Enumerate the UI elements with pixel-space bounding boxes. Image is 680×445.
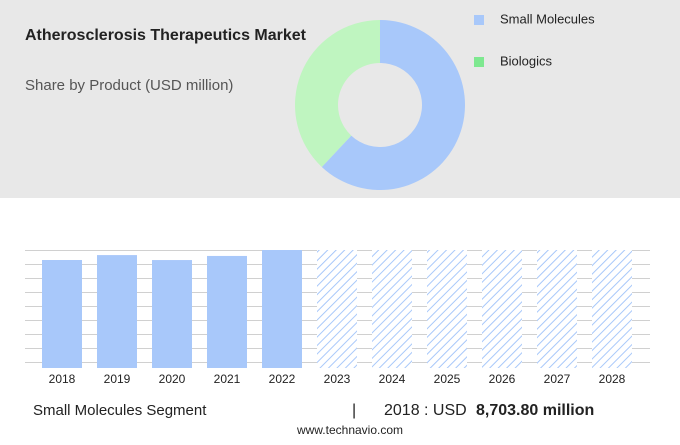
bar xyxy=(262,250,302,368)
pie-slice xyxy=(295,20,380,167)
pie-slice xyxy=(321,20,466,190)
x-tick-label: 2027 xyxy=(544,372,571,386)
forecast-bar xyxy=(427,250,467,368)
x-tick-label: 2019 xyxy=(104,372,131,386)
bar xyxy=(42,260,82,368)
x-tick-label: 2028 xyxy=(599,372,626,386)
x-tick-label: 2026 xyxy=(489,372,516,386)
forecast-bar xyxy=(482,250,522,368)
legend-swatch xyxy=(474,15,484,25)
legend-label: Small Molecules xyxy=(500,11,595,26)
footer-source: www.technavio.com xyxy=(296,423,403,437)
x-tick-label: 2022 xyxy=(269,372,296,386)
footer-value: 8,703.80 million xyxy=(476,402,594,419)
x-tick-label: 2023 xyxy=(324,372,351,386)
forecast-bar xyxy=(372,250,412,368)
bar xyxy=(152,260,192,368)
bar xyxy=(207,255,247,368)
forecast-bar xyxy=(537,250,577,368)
x-tick-label: 2020 xyxy=(159,372,186,386)
footer-segment: Small Molecules Segment xyxy=(33,402,207,419)
chart-subtitle: Share by Product (USD million) xyxy=(25,77,233,94)
legend-label: Biologics xyxy=(500,53,553,68)
x-tick-label: 2024 xyxy=(379,372,406,386)
chart-title: Atherosclerosis Therapeutics Market xyxy=(25,27,307,44)
bar xyxy=(97,255,137,368)
x-tick-label: 2018 xyxy=(49,372,76,386)
footer-year: 2018 : USD xyxy=(384,402,467,419)
x-tick-label: 2021 xyxy=(214,372,241,386)
x-tick-label: 2025 xyxy=(434,372,461,386)
footer-separator: | xyxy=(352,402,356,419)
forecast-bar xyxy=(317,250,357,368)
legend-swatch xyxy=(474,57,484,67)
forecast-bar xyxy=(592,250,632,368)
